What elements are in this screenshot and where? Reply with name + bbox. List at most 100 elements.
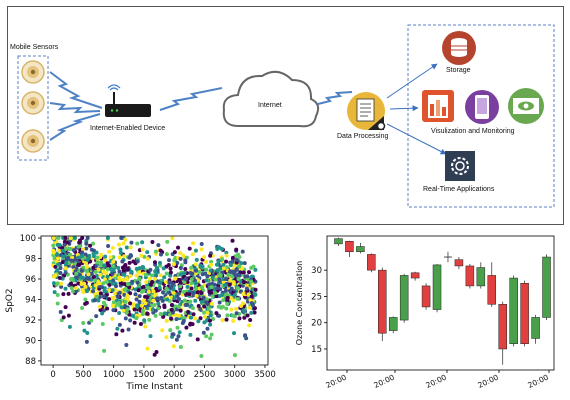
scatter-point — [117, 322, 122, 327]
scatter-point — [69, 286, 74, 291]
scatter-point — [213, 291, 218, 296]
scatter-point — [77, 262, 82, 267]
scatter-point — [231, 263, 236, 268]
scatter-point — [168, 270, 173, 275]
plot-frame — [326, 235, 555, 371]
scatter-point — [55, 281, 60, 286]
scatter-point — [228, 278, 233, 283]
x-tick-label: 20:00 — [424, 373, 448, 390]
scatter-point — [64, 246, 69, 251]
scatter-point — [158, 273, 163, 278]
scatter-point — [143, 272, 148, 277]
scatter-point — [158, 312, 163, 317]
scatter-point — [124, 342, 129, 347]
scatter-point — [176, 304, 181, 309]
scatter-point — [83, 252, 88, 257]
scatter-point — [221, 262, 226, 267]
scatter-point — [237, 264, 242, 269]
scatter-point — [155, 296, 160, 301]
scatter-point — [204, 318, 209, 323]
wireless-link-icon — [49, 71, 103, 109]
scatter-point — [232, 292, 237, 297]
scatter-point — [224, 250, 229, 255]
scatter-point — [139, 303, 144, 308]
scatter-point — [128, 291, 133, 296]
scatter-point — [216, 304, 221, 309]
diagram-graphics — [17, 24, 555, 208]
scatter-point — [234, 311, 239, 316]
scatter-point — [68, 281, 73, 286]
scatter-point — [171, 332, 176, 337]
scatter-point — [232, 331, 237, 336]
scatter-point — [189, 315, 194, 320]
scatter-point — [97, 295, 102, 300]
scatter-point — [195, 290, 200, 295]
scatter-point — [172, 250, 177, 255]
scatter-point — [208, 268, 213, 273]
scatter-point — [181, 253, 186, 258]
scatter-point — [92, 298, 97, 303]
scatter-point — [178, 284, 183, 289]
scatter-point — [101, 269, 106, 274]
scatter-point — [59, 281, 64, 286]
candle-body — [465, 265, 475, 287]
scatter-point — [231, 318, 236, 323]
scatter-point — [172, 258, 177, 263]
scatter-point — [80, 250, 85, 255]
scatter-point — [55, 301, 60, 306]
scatter-point — [164, 271, 169, 276]
scatter-point — [68, 252, 73, 257]
scatter-point — [247, 305, 252, 310]
y-tick-label: 15 — [311, 345, 322, 355]
scatter-point — [209, 290, 214, 295]
storage-icon — [442, 31, 476, 65]
scatter-point — [202, 310, 207, 315]
scatter-point — [167, 312, 172, 317]
scatter-point — [169, 316, 174, 321]
y-axis-label: Ozone Concentration — [295, 261, 304, 346]
scatter-point — [63, 305, 68, 310]
scatter-point — [176, 334, 181, 339]
scatter-point — [107, 249, 112, 254]
scatter-point — [165, 239, 170, 244]
candle-body — [421, 285, 431, 308]
router-icon — [105, 84, 151, 117]
scatter-point — [225, 313, 230, 318]
scatter-point — [237, 254, 242, 259]
scatter-point — [51, 236, 56, 241]
candle-body — [367, 254, 376, 271]
mobile-sensors-label: Mobile Sensors — [10, 44, 59, 51]
ozone-candlestick-chart: 15 20 25 30 20:00 20:00 20:00 20:00 20:00 Ozone C… — [295, 235, 555, 390]
scatter-point — [140, 240, 145, 245]
scatter-point — [253, 267, 258, 272]
scatter-point — [147, 317, 152, 322]
y-tick-label: 94 — [25, 295, 36, 305]
candle-body — [454, 259, 464, 267]
scatter-point — [137, 270, 142, 275]
scatter-point — [55, 256, 60, 261]
scatter-point — [153, 269, 158, 274]
wireless-link-icon — [317, 91, 353, 105]
scatter-point — [184, 325, 189, 330]
scatter-point — [248, 317, 253, 322]
scatter-point — [161, 314, 166, 319]
scatter-point — [61, 254, 66, 259]
scatter-point — [138, 322, 143, 327]
scatter-point — [205, 326, 210, 331]
scatter-point — [231, 313, 236, 318]
scatter-point — [177, 277, 182, 282]
y-tick-label: 20 — [311, 319, 322, 329]
scatter-point — [88, 243, 93, 248]
scatter-point — [53, 273, 58, 278]
scatter-point — [185, 279, 190, 284]
scatter-point — [117, 242, 122, 247]
scatter-point — [188, 332, 193, 337]
scatter-point — [125, 267, 130, 272]
scatter-point — [74, 288, 79, 293]
scatter-point — [168, 285, 173, 290]
scatter-point — [187, 292, 192, 297]
scatter-point — [102, 348, 107, 353]
scatter-point — [245, 274, 250, 279]
scatter-point — [116, 301, 121, 306]
scatter-point — [159, 295, 164, 300]
